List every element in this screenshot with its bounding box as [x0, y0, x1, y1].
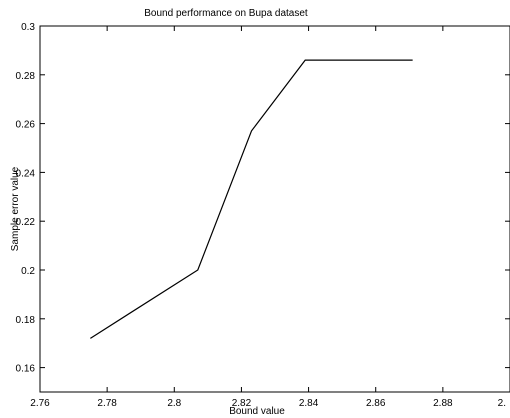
y-tick-label: 0.2	[21, 266, 35, 277]
x-tick-label: 2.88	[433, 398, 453, 409]
y-tick-label: 0.22	[16, 217, 36, 228]
x-tick-label: 2.8	[167, 398, 181, 409]
series-line	[90, 59, 413, 339]
y-axis-label: Sample error value	[10, 166, 21, 251]
y-axis: 0.16 0.18 0.2 0.22 0.24 0.26 0.28 0.3	[16, 22, 510, 375]
y-tick-label: 0.26	[16, 120, 36, 131]
y-tick-label: 0.18	[16, 315, 36, 326]
x-tick-label: 2.	[498, 398, 506, 409]
x-tick-label: 2.78	[97, 398, 117, 409]
plot-area	[39, 25, 510, 393]
y-tick-label: 0.3	[21, 22, 35, 33]
series-layer	[90, 59, 413, 339]
y-tick-label: 0.16	[16, 364, 36, 375]
x-tick-label: 2.84	[299, 398, 319, 409]
x-tick-label: 2.86	[366, 398, 386, 409]
x-tick-label: 2.82	[232, 398, 252, 409]
y-tick-label: 0.28	[16, 71, 36, 82]
chart-title: Bound performance on Bupa dataset	[144, 8, 308, 19]
x-axis: 2.76 2.78 2.8 2.82 2.84 2.86 2.88 2.	[30, 26, 510, 409]
x-axis-label: Bound value	[229, 406, 285, 417]
x-tick-label: 2.76	[30, 398, 50, 409]
y-tick-label: 0.24	[16, 168, 36, 179]
